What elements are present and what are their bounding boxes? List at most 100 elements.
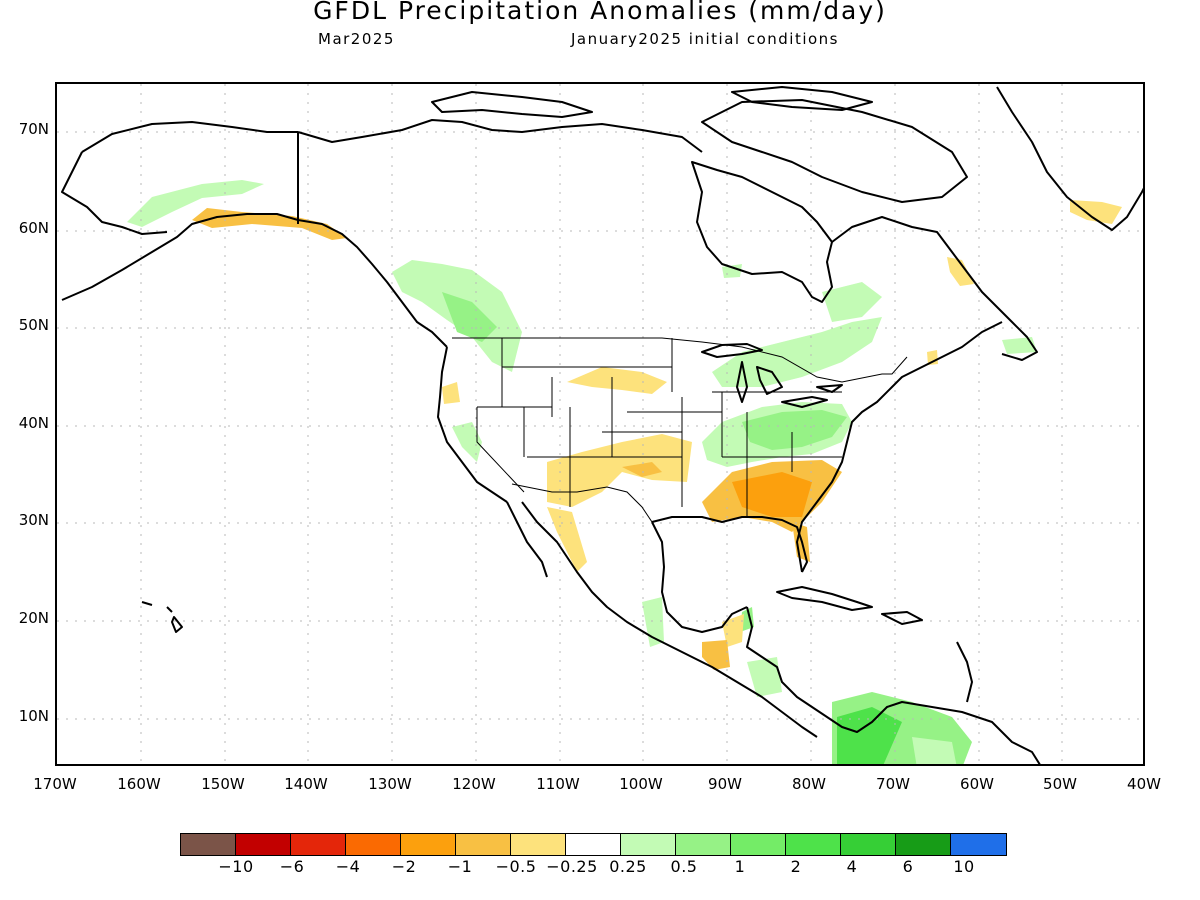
initial-conditions: January2025 initial conditions <box>571 30 839 48</box>
lon-label-90w: 90W <box>708 775 742 793</box>
dry-area-georgia <box>732 472 812 517</box>
colorbar <box>180 833 1007 856</box>
coast-west-us <box>437 346 508 503</box>
lon-label-110w: 110W <box>536 775 580 793</box>
colorbar-tick-label: 0.5 <box>670 857 698 876</box>
colorbar-swatch <box>181 834 236 855</box>
colorbar-tick-label: −4 <box>335 857 361 876</box>
wet-area-colombia-core <box>837 707 902 764</box>
colorbar-swatch <box>951 834 1006 855</box>
coast-gulf <box>651 521 748 633</box>
coast-ellesmere <box>731 86 873 111</box>
coast-cuba <box>776 586 873 611</box>
colorbar-tick-label: 4 <box>846 857 858 876</box>
colorbar-swatch <box>896 834 951 855</box>
coast-lake-huron <box>756 366 783 395</box>
coast-hispaniola <box>881 611 923 625</box>
colorbar-swatch <box>456 834 511 855</box>
lon-label-150w: 150W <box>201 775 245 793</box>
colorbar-swatch <box>621 834 676 855</box>
colorbar-tick-label: 1 <box>734 857 746 876</box>
coast-alaska-north <box>81 121 298 153</box>
dry-area-n-plains <box>567 367 667 394</box>
colorbar-tick-label: −6 <box>279 857 305 876</box>
lat-label-60n: 60N <box>18 219 49 237</box>
lon-label-50w: 50W <box>1043 775 1077 793</box>
colorbar-swatch <box>401 834 456 855</box>
colorbar-swatch <box>676 834 731 855</box>
dry-area-texas-border <box>622 462 662 477</box>
dry-area-greenland <box>1070 200 1122 224</box>
lat-label-10n: 10N <box>18 707 49 725</box>
coast-gulf-us <box>651 516 808 573</box>
political-boundaries <box>452 337 908 523</box>
wet-area-bc <box>442 292 497 342</box>
colorbar-tick-label: −2 <box>391 857 417 876</box>
wet-area-gulf-coast-mexico <box>642 597 664 647</box>
lon-label-140w: 140W <box>284 775 328 793</box>
wet-area-labrador <box>1002 337 1037 354</box>
lon-label-100w: 100W <box>619 775 663 793</box>
colorbar-swatch <box>236 834 291 855</box>
lon-label-170w: 170W <box>33 775 77 793</box>
lon-label-120w: 120W <box>452 775 496 793</box>
wet-area-venezuela <box>912 737 957 764</box>
wet-area-great-lakes <box>712 317 882 387</box>
colorbar-tick-label: 10 <box>953 857 975 876</box>
wet-area-quebec <box>822 282 882 322</box>
state-lines-west <box>476 338 842 517</box>
lat-label-70n: 70N <box>18 120 49 138</box>
coast-arctic-canada <box>297 119 703 153</box>
lon-label-160w: 160W <box>117 775 161 793</box>
precipitation-map <box>57 84 1143 764</box>
coast-greenland <box>996 86 1143 231</box>
colorbar-swatch <box>731 834 786 855</box>
colorbar-swatch <box>566 834 621 855</box>
lon-label-70w: 70W <box>876 775 910 793</box>
coast-hawaii <box>141 601 183 633</box>
coastlines <box>61 86 1143 764</box>
coast-baffin <box>701 99 968 203</box>
colorbar-tick-label: −10 <box>218 857 254 876</box>
coast-alaska-west <box>61 151 168 235</box>
lat-label-40n: 40N <box>18 414 49 432</box>
dry-area-yucatan <box>722 614 744 647</box>
map-panel <box>55 82 1145 766</box>
wet-area-california <box>452 422 482 462</box>
lon-label-60w: 60W <box>960 775 994 793</box>
coast-baja <box>506 501 548 578</box>
wet-area-alaska <box>127 180 264 227</box>
colorbar-swatch <box>346 834 401 855</box>
lat-label-50n: 50N <box>18 316 49 334</box>
dry-area-guatemala <box>702 640 730 670</box>
border-us-mexico <box>511 483 653 523</box>
colorbar-tick-label: 6 <box>902 857 914 876</box>
colorbar-tick-label: 2 <box>790 857 802 876</box>
dry-area-southwest <box>547 434 692 507</box>
lon-label-40w: 40W <box>1127 775 1161 793</box>
wet-area-appalachia <box>742 410 847 450</box>
coast-alaska <box>61 213 448 348</box>
lon-label-80w: 80W <box>792 775 826 793</box>
colorbar-swatch <box>511 834 566 855</box>
wet-area-hudson <box>722 264 742 278</box>
map-title: GFDL Precipitation Anomalies (mm/day) <box>313 0 887 25</box>
dry-area-n-california <box>442 382 460 404</box>
coast-lake-erie <box>781 396 828 408</box>
dry-area-labrador <box>947 257 974 286</box>
graticule <box>57 84 1143 764</box>
coast-labrador <box>831 216 1038 361</box>
coast-lake-ontario <box>816 384 843 393</box>
wet-area-honduras <box>747 657 782 697</box>
valid-month: Mar2025 <box>318 30 395 48</box>
wet-area-yucatan <box>740 607 754 632</box>
coast-lake-michigan <box>736 361 748 403</box>
colorbar-tick-label: −1 <box>447 857 473 876</box>
colorbar-tick-label: −0.5 <box>495 857 537 876</box>
colorbar-tick-label: 0.25 <box>609 857 647 876</box>
colorbar-swatch <box>786 834 841 855</box>
coast-mexico-pacific <box>521 501 818 738</box>
lon-label-130w: 130W <box>368 775 412 793</box>
lat-label-20n: 20N <box>18 609 49 627</box>
coast-lesser-antilles <box>956 641 973 703</box>
